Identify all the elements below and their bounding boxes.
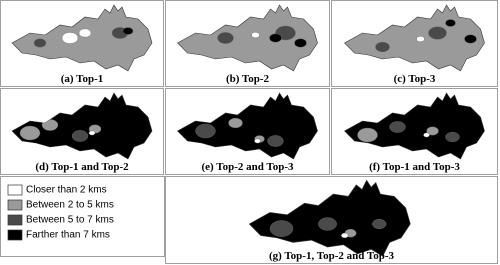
panel-caption: (e) Top-2 and Top-3 — [201, 161, 294, 173]
map-district — [389, 121, 406, 133]
map-district — [445, 131, 460, 143]
map-districts — [375, 19, 477, 53]
map-district — [228, 117, 243, 129]
map-district — [33, 38, 47, 48]
map-region — [11, 92, 153, 160]
map-district — [267, 135, 284, 147]
map-region — [344, 92, 485, 160]
map-district — [375, 41, 390, 53]
panel-frame — [0, 88, 164, 175]
map-region — [11, 4, 153, 72]
map-districts — [357, 121, 460, 143]
panel-caption: (g) Top-1, Top-2 and Top-3 — [269, 250, 395, 262]
map — [11, 4, 153, 72]
map-district — [195, 123, 216, 139]
map-district — [217, 32, 234, 44]
panel-frame — [0, 0, 164, 87]
legend-label: Farther than 7 kms — [26, 230, 110, 241]
map-district — [269, 220, 294, 237]
panel-caption: (c) Top-3 — [394, 73, 436, 85]
panel-caption: (d) Top-1 and Top-2 — [35, 161, 129, 173]
map-district — [251, 32, 260, 39]
panel-frame — [165, 88, 330, 175]
map-district — [464, 34, 477, 44]
map — [344, 4, 485, 72]
panel-frame — [331, 88, 498, 175]
map-region — [177, 4, 318, 72]
panel-caption: (a) Top-1 — [61, 73, 104, 85]
legend-swatch — [7, 229, 23, 241]
map-district — [372, 218, 387, 230]
map-districts — [217, 25, 307, 48]
map — [11, 92, 153, 160]
panel-caption: (b) Top-2 — [226, 73, 270, 85]
panel-frame — [165, 176, 498, 264]
map-district — [254, 138, 261, 144]
panel-frame — [165, 0, 330, 87]
legend-label: Between 5 to 7 kms — [26, 215, 114, 226]
map-district — [445, 19, 456, 27]
legend-swatch — [7, 214, 23, 226]
map-district — [318, 217, 337, 231]
map-districts — [195, 117, 284, 147]
map-district — [294, 38, 307, 48]
panel-caption: (f) Top-1 and Top-3 — [369, 161, 460, 173]
map-district — [428, 26, 447, 40]
map-district — [61, 32, 79, 44]
panel-frame — [331, 0, 498, 87]
map-district — [88, 130, 96, 136]
map-district — [41, 119, 59, 131]
map-district — [78, 28, 92, 38]
legend-label: Between 2 to 5 kms — [26, 200, 114, 211]
map — [344, 92, 485, 160]
legend-label: Closer than 2 kms — [26, 185, 107, 196]
map — [248, 179, 411, 257]
map-district — [416, 36, 425, 43]
legend-box — [0, 176, 165, 257]
map-district — [423, 132, 430, 138]
map-districts — [19, 119, 102, 142]
map-district — [269, 33, 282, 43]
map-district — [122, 27, 134, 35]
map-districts — [269, 217, 387, 239]
map-districts — [33, 27, 134, 48]
map-district — [71, 130, 89, 142]
map — [177, 92, 318, 160]
legend-swatch — [7, 199, 23, 211]
map-district — [341, 232, 349, 239]
map-district — [357, 127, 378, 143]
map-district — [19, 125, 41, 141]
legend-swatch — [7, 184, 23, 196]
map-district — [426, 126, 439, 136]
map — [177, 4, 318, 72]
map-region — [344, 4, 485, 72]
